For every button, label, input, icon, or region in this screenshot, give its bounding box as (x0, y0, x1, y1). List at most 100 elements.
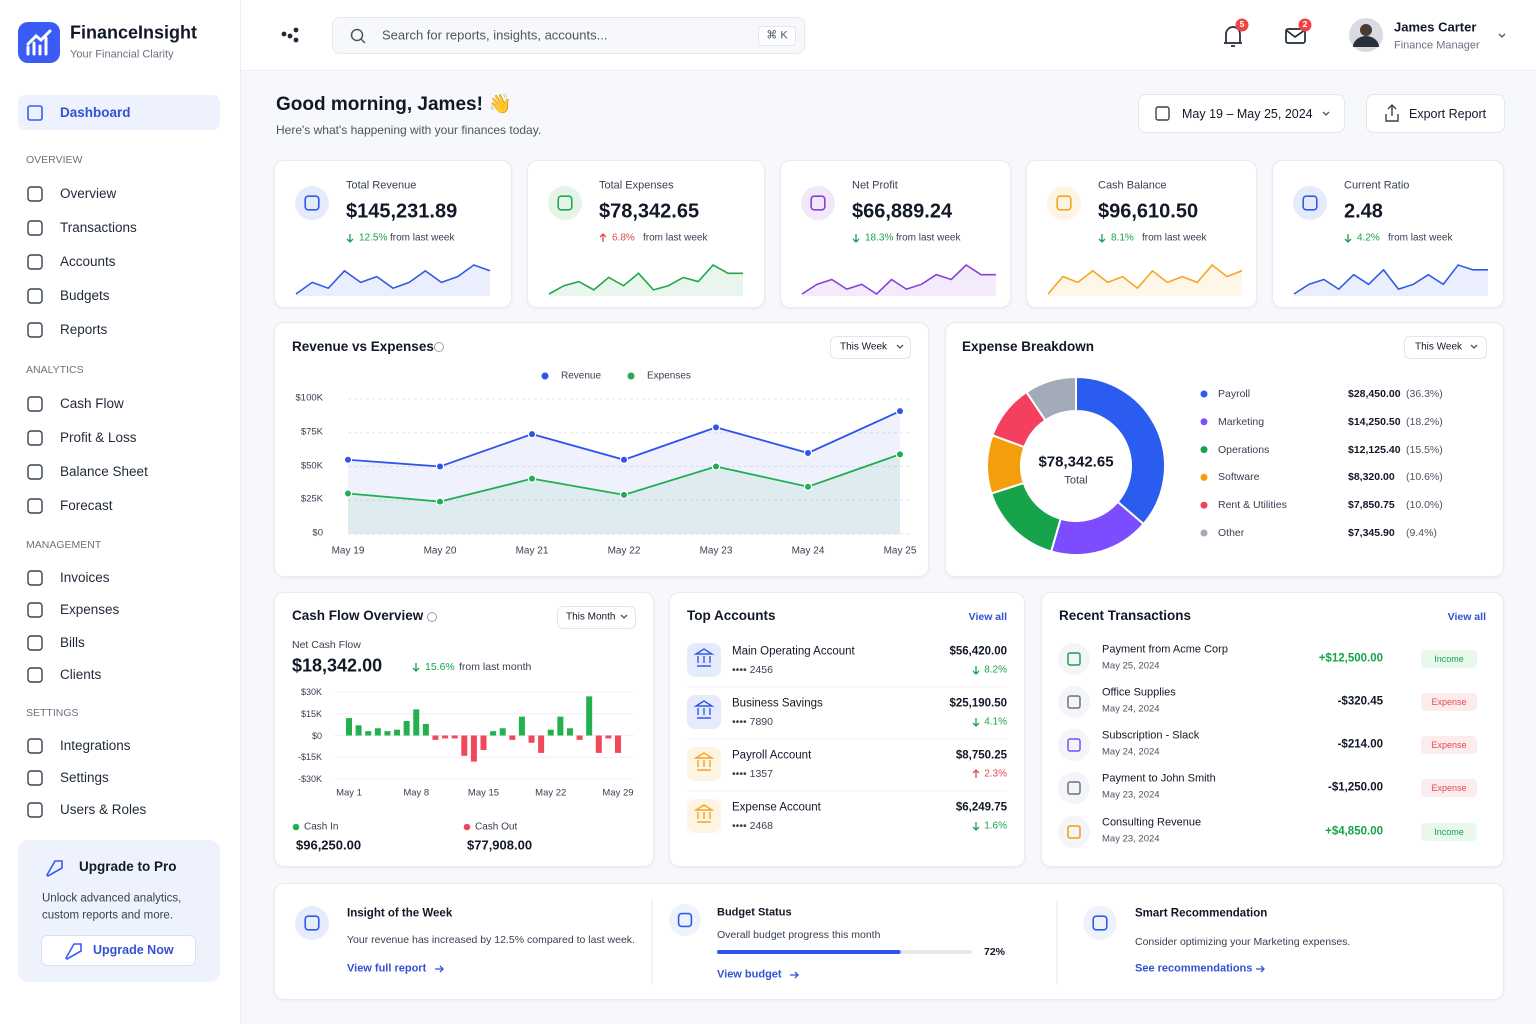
chevron (896, 344, 904, 349)
budget-link[interactable]: View budget (717, 968, 782, 981)
user-name[interactable]: James Carter (1394, 19, 1477, 35)
export-label[interactable]: Export Report (1409, 106, 1487, 121)
change-arrow (346, 234, 354, 243)
bar (615, 735, 621, 753)
net-value: $18,342.00 (292, 655, 383, 676)
sparkline (548, 263, 743, 295)
kpi-note: from last week (1388, 232, 1453, 244)
nav-icon (27, 464, 43, 480)
account-number: •••• 7890 (732, 715, 773, 728)
kpi-note: from last week (896, 232, 961, 244)
legend-dot (1200, 446, 1208, 454)
accounts-card (669, 592, 1025, 867)
kpi-value: 2.48 (1344, 200, 1383, 223)
rocket-icon (46, 860, 63, 877)
legend-dot (627, 372, 635, 380)
date-range[interactable]: May 19 – May 25, 2024 (1182, 106, 1313, 121)
nav-item[interactable]: Accounts (60, 254, 116, 270)
point (435, 462, 445, 471)
sparkline-area (296, 265, 490, 296)
icon-glyph (810, 195, 826, 211)
filter[interactable] (830, 336, 911, 359)
filter[interactable] (557, 606, 636, 629)
total-value: $96,250.00 (296, 837, 362, 853)
nav-item[interactable]: Balance Sheet (60, 464, 148, 480)
account-name: Expense Account (732, 801, 821, 814)
nav-item[interactable]: Cash Flow (60, 396, 124, 412)
bell-icon (1224, 26, 1242, 47)
insights-card (274, 883, 1504, 1000)
filter-label[interactable]: This Week (1415, 341, 1463, 353)
transaction-date: May 24, 2024 (1102, 703, 1160, 715)
filter[interactable] (1404, 336, 1487, 359)
kpi-icon (1047, 186, 1081, 220)
nav-icon (27, 802, 43, 818)
nav-item[interactable]: Profit & Loss (60, 430, 137, 446)
kpi-icon (295, 186, 329, 220)
logo (18, 22, 60, 63)
legend-amount: $7,345.90 (1348, 526, 1395, 539)
nav-icon (27, 635, 43, 651)
filter-label[interactable]: This Week (840, 341, 888, 353)
nav-item[interactable]: Users & Roles (60, 802, 147, 818)
nav-item[interactable]: Reports (60, 322, 108, 338)
bank-glyph (693, 648, 715, 667)
transaction-amount: -$1,250.00 (1328, 781, 1383, 794)
bar (442, 735, 449, 739)
progress-label: 72% (983, 945, 1005, 958)
view-all[interactable]: View all (1447, 610, 1486, 623)
legend-dot (292, 823, 300, 831)
nav-item[interactable]: Expenses (60, 602, 120, 618)
active-nav[interactable] (18, 95, 220, 130)
bar (403, 721, 410, 736)
nav-item[interactable]: Settings (60, 770, 109, 786)
x-tick-label: May 23 (699, 545, 733, 557)
transaction-amount: -$320.45 (1337, 695, 1383, 708)
type-badge-label: Expense (1431, 696, 1467, 707)
export-icon (1385, 104, 1399, 122)
chart-title: Revenue vs Expenses (292, 339, 434, 355)
nav-item[interactable]: Invoices (60, 570, 110, 586)
bar (432, 735, 439, 740)
insight-link[interactable]: View full report (347, 962, 427, 975)
upgrade-text: Unlock advanced analytics, (42, 892, 182, 905)
bar (538, 735, 545, 753)
export-button[interactable] (1366, 94, 1505, 133)
y-tick-label: $50K (300, 460, 323, 472)
view-all[interactable]: View all (968, 610, 1007, 623)
bar (346, 718, 352, 736)
nav-item-active[interactable]: Dashboard (60, 105, 131, 121)
nav-item[interactable]: Integrations (60, 738, 131, 754)
nav-item[interactable]: Transactions (60, 220, 137, 236)
badge-count: 5 (1239, 19, 1245, 30)
transaction-date: May 23, 2024 (1102, 833, 1160, 845)
nav-item[interactable]: Budgets (60, 288, 110, 304)
net-note: from last month (459, 660, 532, 673)
nav-item[interactable]: Forecast (60, 498, 113, 514)
upgrade-button[interactable] (41, 935, 196, 966)
sparkline (295, 264, 491, 295)
filter-label[interactable]: This Month (566, 611, 616, 623)
chevron (1322, 111, 1330, 116)
search-placeholder[interactable]: Search for reports, insights, accounts..… (382, 27, 608, 43)
upgrade-button-label[interactable]: Upgrade Now (93, 942, 174, 957)
kpi-change: 8.1% (1111, 232, 1134, 244)
net-change: 15.6% (425, 660, 455, 673)
point (527, 474, 537, 483)
nav-icon (27, 667, 43, 683)
legend-dot (1200, 390, 1208, 398)
nav-item[interactable]: Clients (60, 667, 102, 683)
recommendation-link[interactable]: See recommendations (1135, 962, 1253, 975)
change-arrow (972, 822, 980, 831)
nav-item[interactable]: Bills (60, 635, 85, 651)
transaction-date: May 25, 2024 (1102, 660, 1160, 672)
point (527, 429, 537, 439)
bar (413, 709, 420, 736)
bar (451, 735, 458, 739)
search-box[interactable] (332, 17, 805, 54)
date-button[interactable] (1138, 94, 1345, 133)
kpi-change: 18.3% (865, 232, 894, 244)
legend-label: Rent & Utilities (1218, 499, 1287, 512)
nav-item[interactable]: Overview (60, 186, 117, 202)
